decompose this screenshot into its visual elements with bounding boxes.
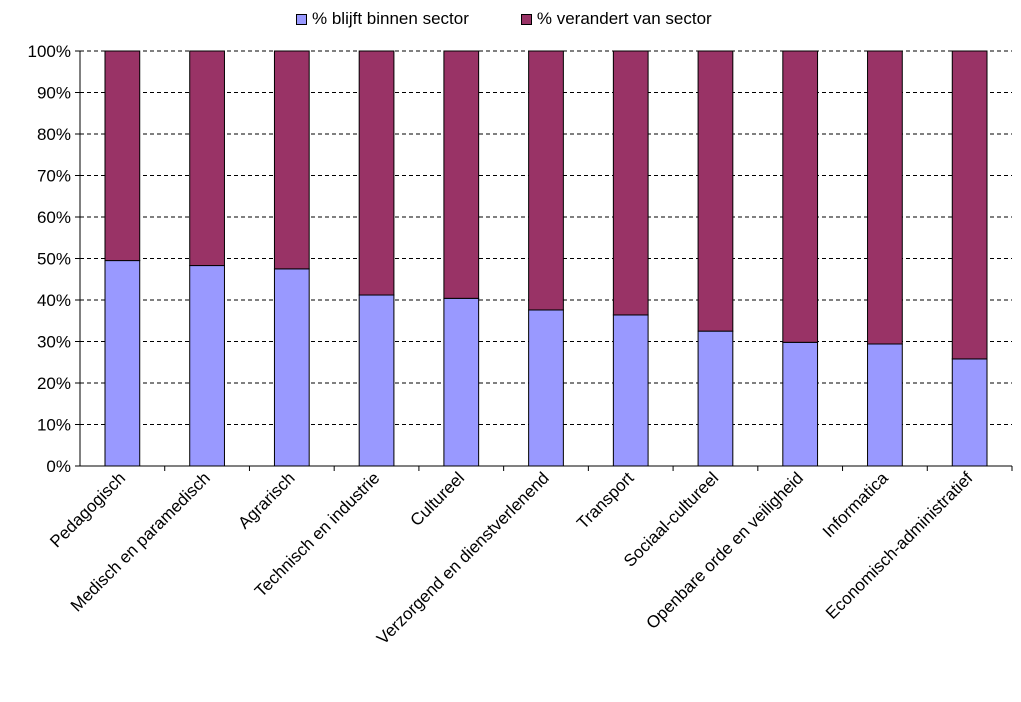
- y-tick-label: 0%: [46, 457, 71, 476]
- category-label: Medisch en paramedisch: [67, 468, 214, 615]
- y-tick-label: 70%: [37, 167, 71, 186]
- bar-verandert: [697, 50, 734, 332]
- y-tick-label: 100%: [28, 42, 71, 61]
- bar-verandert: [358, 50, 395, 296]
- category-label: Pedagogisch: [46, 468, 129, 551]
- category-label: Verzorgend en dienstverlenend: [373, 468, 553, 648]
- bar-blijft: [104, 260, 141, 467]
- legend-swatch-verandert: [520, 13, 532, 25]
- bar-blijft: [697, 330, 734, 467]
- bar-verandert: [867, 50, 903, 345]
- y-tick-label: 40%: [37, 291, 71, 310]
- y-tick-label: 90%: [37, 84, 71, 103]
- legend-swatch-blijft: [296, 13, 307, 25]
- category-label: Openbare orde en veiligheid: [643, 468, 807, 632]
- category-label: Agrarisch: [234, 468, 298, 532]
- legend-label-blijft: % blijft binnen sector: [312, 9, 469, 28]
- bar-verandert: [612, 50, 649, 316]
- bar-verandert: [951, 50, 988, 360]
- legend-item-blijft: % blijft binnen sector: [296, 9, 469, 29]
- y-tick-label: 30%: [37, 333, 71, 352]
- y-tick-label: 10%: [37, 416, 71, 435]
- y-tick-label: 50%: [37, 250, 71, 269]
- category-label: Economisch-administratief: [822, 468, 977, 623]
- bar-verandert: [189, 50, 225, 267]
- bar-verandert: [104, 50, 141, 262]
- bar-verandert: [782, 50, 819, 343]
- category-label: Informatica: [819, 468, 892, 541]
- category-label: Transport: [573, 468, 638, 533]
- y-tick-label: 20%: [37, 374, 71, 393]
- bar-verandert: [443, 50, 480, 299]
- legend: % blijft binnen sector % verandert van s…: [296, 9, 764, 29]
- bar-blijft: [867, 343, 903, 467]
- y-tick-label: 60%: [37, 208, 71, 227]
- bar-blijft: [782, 341, 819, 467]
- bar-blijft: [951, 358, 988, 467]
- bar-verandert: [273, 50, 310, 270]
- legend-item-verandert: % verandert van sector: [520, 9, 712, 29]
- category-label: Cultureel: [407, 468, 469, 530]
- legend-label-verandert: % verandert van sector: [536, 9, 712, 28]
- bar-blijft: [189, 265, 225, 467]
- bar-blijft: [528, 309, 564, 467]
- bar-blijft: [612, 314, 649, 467]
- bar-blijft: [358, 294, 395, 467]
- bar-verandert: [528, 50, 564, 311]
- bar-blijft: [443, 297, 480, 467]
- y-tick-label: 80%: [37, 125, 71, 144]
- bar-blijft: [273, 268, 310, 467]
